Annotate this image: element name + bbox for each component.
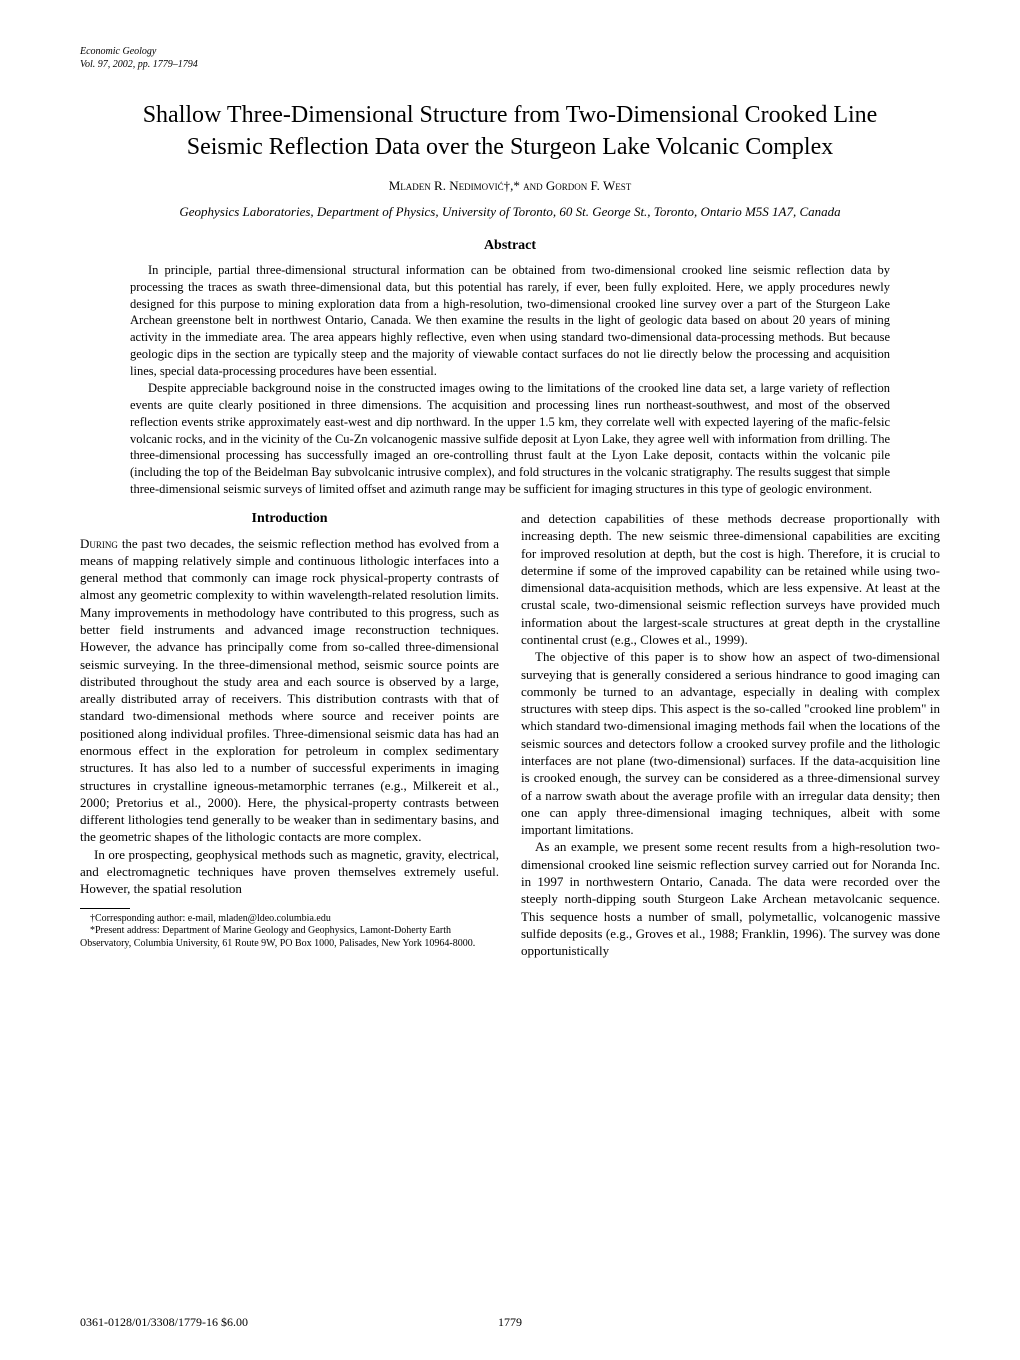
intro-first-word: During <box>80 536 118 551</box>
journal-vol: Vol. 97, 2002, pp. 1779–1794 <box>80 59 198 70</box>
intro-right-p2: The objective of this paper is to show h… <box>521 648 940 838</box>
right-column: and detection capabilities of these meth… <box>521 510 940 959</box>
intro-right-p1: and detection capabilities of these meth… <box>521 510 940 648</box>
footnotes: †Corresponding author: e-mail, mladen@ld… <box>80 913 499 951</box>
footnote-rule <box>80 908 130 909</box>
intro-left-p1: During the past two decades, the seismic… <box>80 535 499 846</box>
abstract-body: In principle, partial three-dimensional … <box>80 262 940 498</box>
intro-right-p3: As an example, we present some recent re… <box>521 838 940 959</box>
intro-left-p1-rest: the past two decades, the seismic reflec… <box>80 536 499 845</box>
footnote-1: †Corresponding author: e-mail, mladen@ld… <box>80 913 499 926</box>
footnote-2: *Present address: Department of Marine G… <box>80 925 499 950</box>
intro-heading: Introduction <box>80 510 499 529</box>
left-column: Introduction During the past two decades… <box>80 510 499 959</box>
affiliation: Geophysics Laboratories, Department of P… <box>80 204 940 220</box>
paper-title: Shallow Three-Dimensional Structure from… <box>80 99 940 164</box>
body-columns: Introduction During the past two decades… <box>80 510 940 959</box>
footer-left: 0361-0128/01/3308/1779-16 $6.00 <box>80 1315 248 1330</box>
abstract-heading: Abstract <box>80 238 940 254</box>
page-footer: 0361-0128/01/3308/1779-16 $6.00 1779 <box>80 1315 940 1330</box>
abstract-p1: In principle, partial three-dimensional … <box>130 262 890 380</box>
journal-header: Economic Geology Vol. 97, 2002, pp. 1779… <box>80 45 940 71</box>
journal-name: Economic Geology <box>80 46 156 57</box>
authors: Mladen R. Nedimović†,* and Gordon F. Wes… <box>80 178 940 194</box>
abstract-p2: Despite appreciable background noise in … <box>130 380 890 498</box>
intro-left-p2: In ore prospecting, geophysical methods … <box>80 846 499 898</box>
footer-page-number: 1779 <box>498 1315 522 1330</box>
